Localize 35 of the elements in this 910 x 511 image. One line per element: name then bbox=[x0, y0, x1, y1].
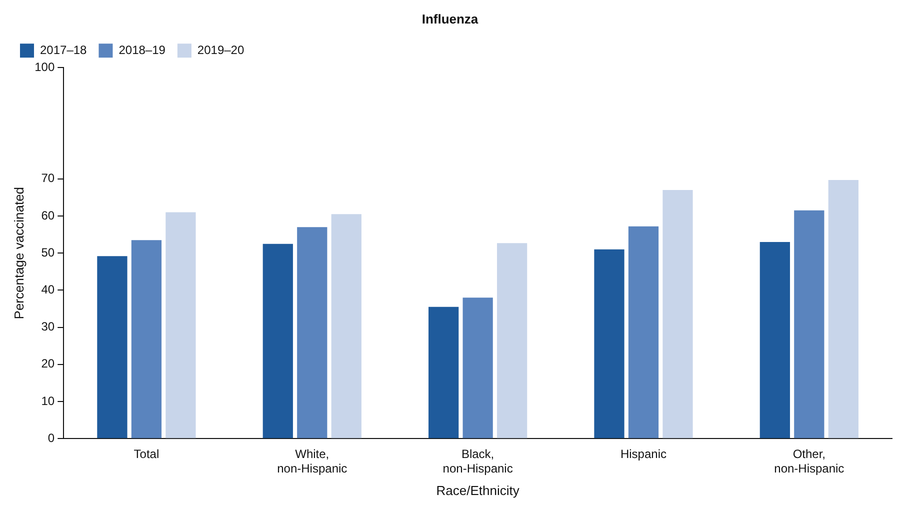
bar bbox=[428, 306, 459, 438]
legend-label: 2019–20 bbox=[197, 42, 244, 57]
bar bbox=[828, 180, 858, 438]
chart-title: Influenza bbox=[422, 11, 479, 26]
x-tick-label: Hispanic bbox=[620, 447, 666, 462]
bar bbox=[662, 190, 693, 438]
y-tick-label: 100 bbox=[34, 60, 55, 74]
y-tick-label: 50 bbox=[41, 245, 55, 260]
x-tick-label: Black, non-Hispanic bbox=[442, 447, 513, 476]
y-tick-label: 40 bbox=[41, 282, 55, 297]
bar bbox=[794, 210, 824, 438]
bar bbox=[97, 256, 128, 438]
bar bbox=[166, 212, 196, 438]
x-tick-label: Other, non-Hispanic bbox=[774, 447, 844, 476]
bar bbox=[628, 226, 659, 438]
bar bbox=[131, 240, 162, 438]
bar bbox=[297, 227, 328, 438]
y-tick-label: 0 bbox=[48, 430, 55, 445]
y-tick-label: 70 bbox=[41, 171, 55, 186]
y-tick-label: 20 bbox=[41, 356, 55, 371]
bar bbox=[262, 244, 293, 438]
bar bbox=[331, 214, 362, 438]
bar bbox=[594, 249, 624, 438]
y-tick-label: 10 bbox=[41, 394, 55, 408]
y-tick-label: 60 bbox=[41, 208, 55, 222]
x-axis-title: Race/Ethnicity bbox=[436, 482, 520, 498]
x-tick-label: Total bbox=[134, 447, 160, 462]
y-axis-title: Percentage vaccinated bbox=[11, 186, 26, 320]
bar bbox=[496, 243, 528, 438]
legend-label: 2018–19 bbox=[118, 42, 166, 57]
x-tick-label: White, non-Hispanic bbox=[277, 447, 348, 476]
legend-label: 2017–18 bbox=[40, 42, 88, 57]
bar bbox=[462, 298, 493, 438]
bar bbox=[760, 242, 790, 438]
y-tick-label: 30 bbox=[41, 320, 55, 334]
